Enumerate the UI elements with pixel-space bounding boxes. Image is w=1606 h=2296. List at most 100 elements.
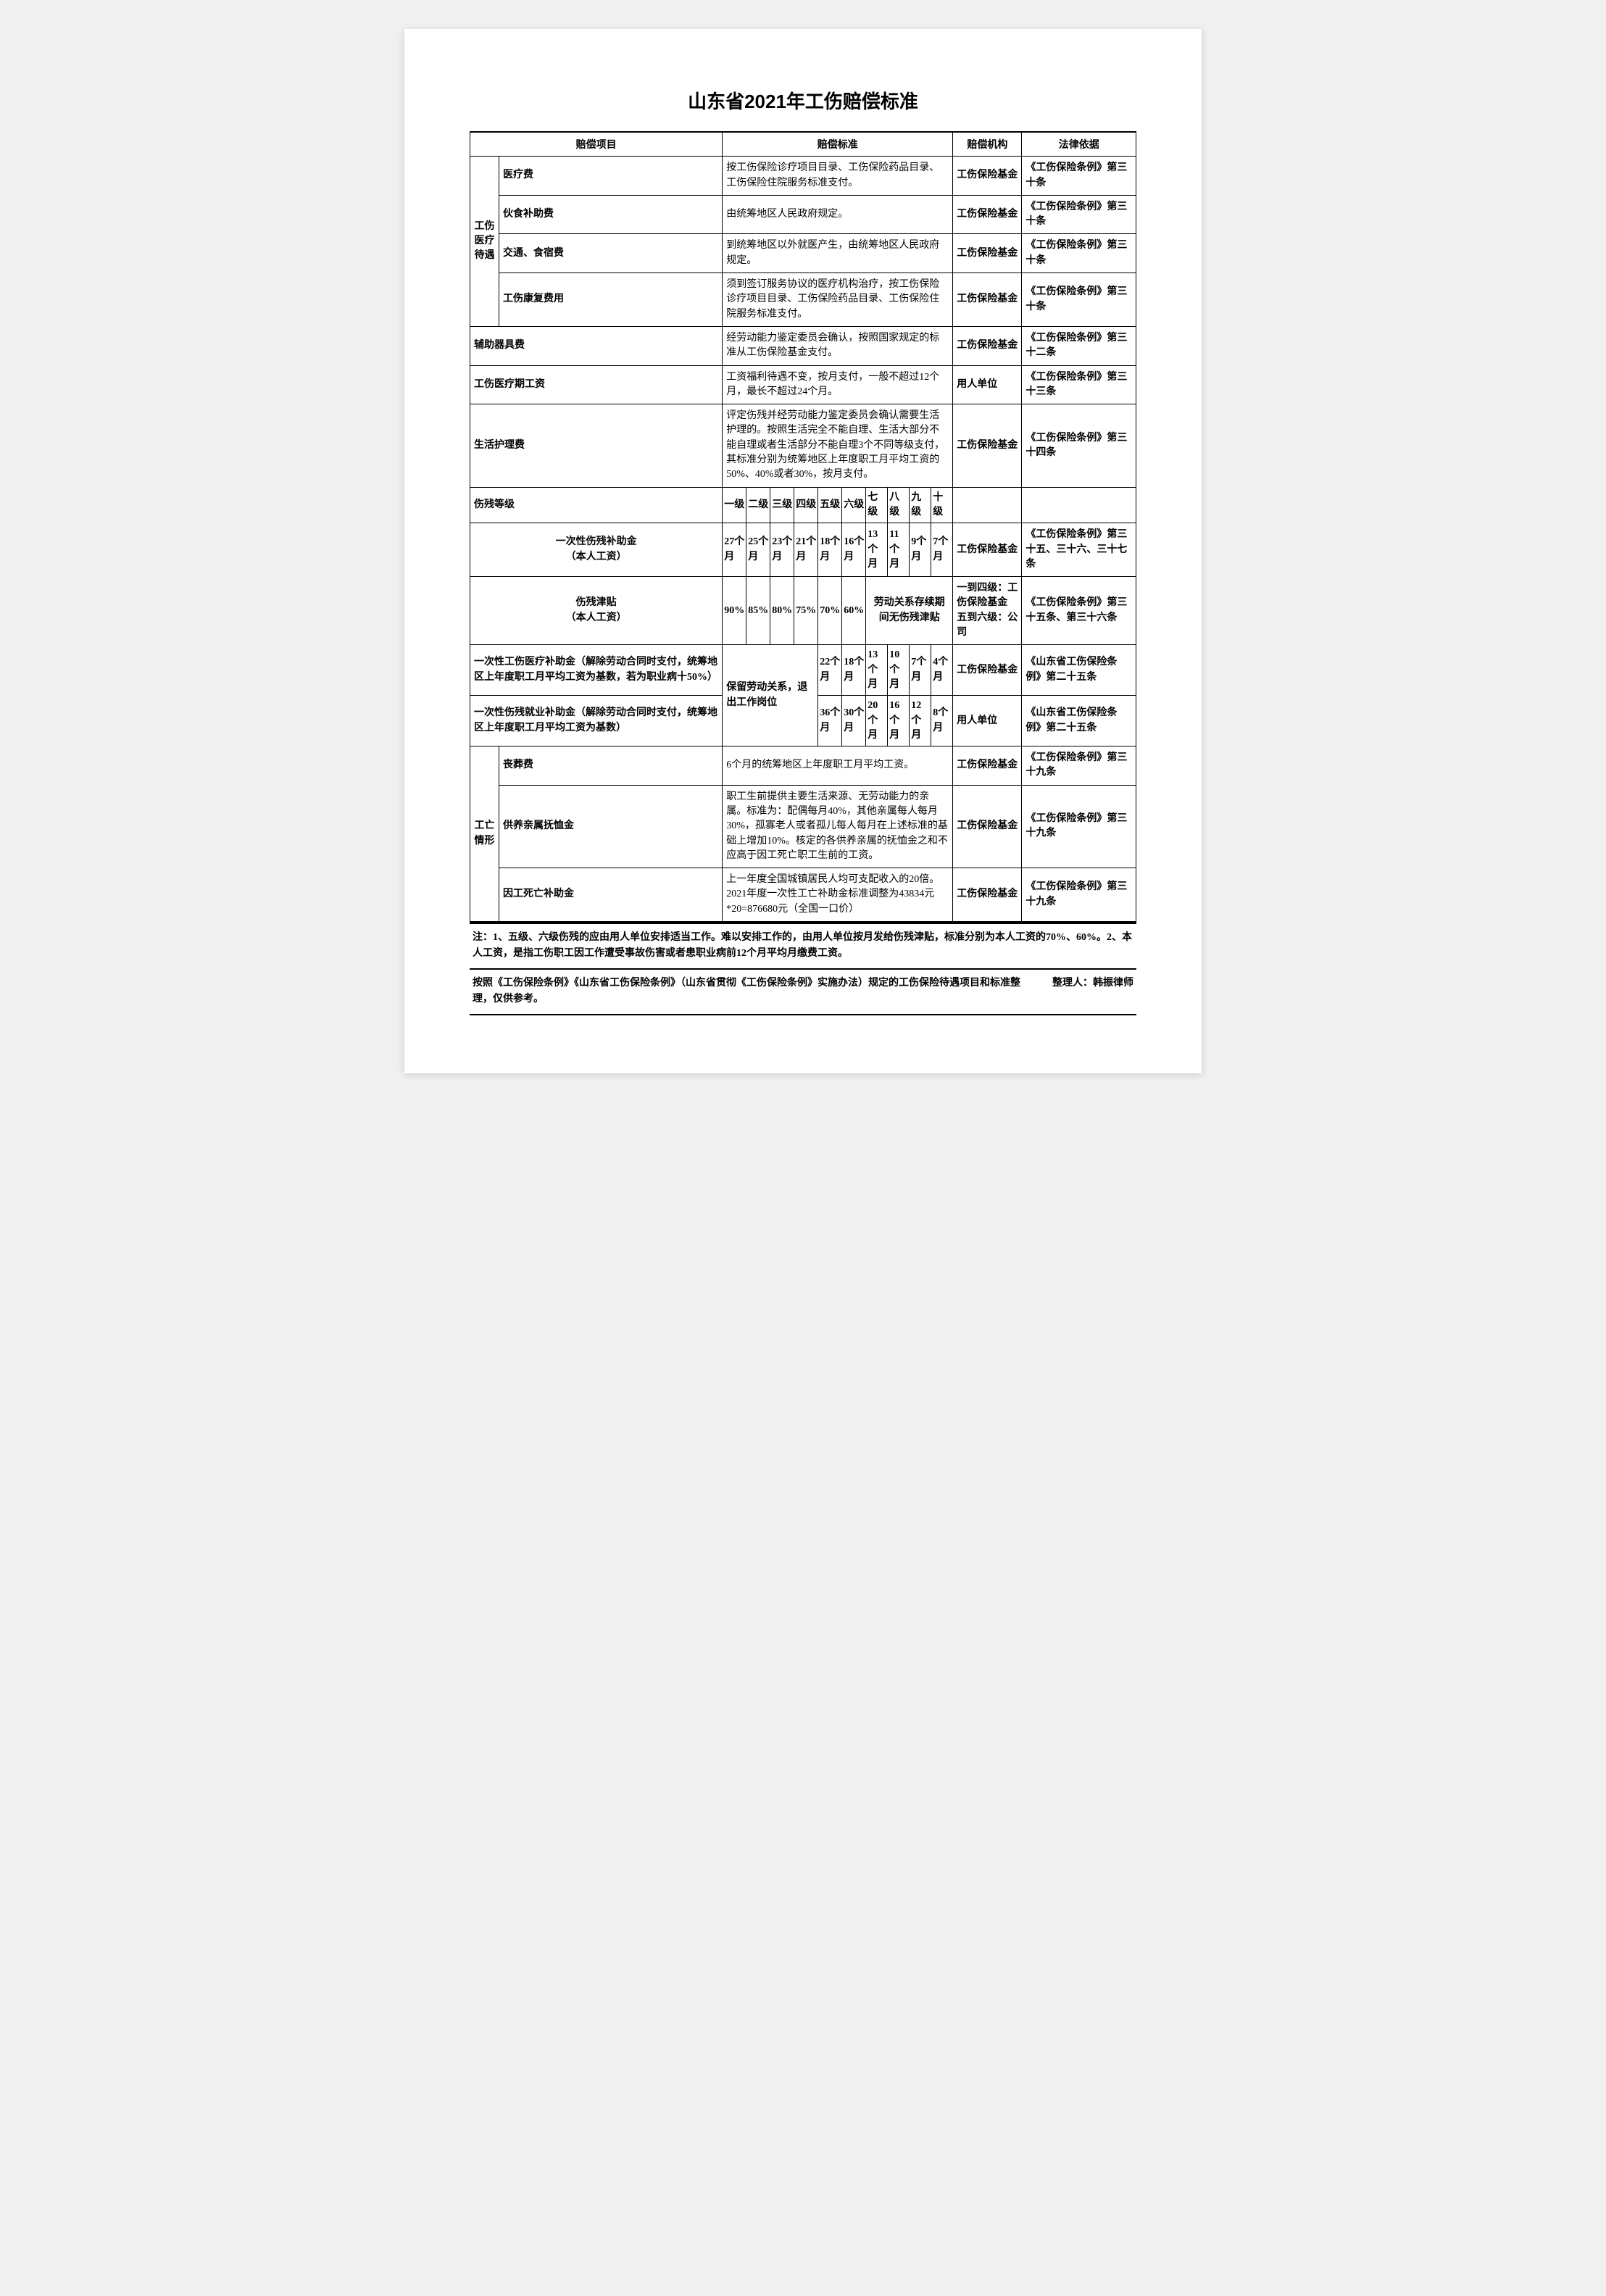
row-label: 一次性伤残就业补助金（解除劳动合同时支付，统筹地区上年度职工月平均工资为基数） (470, 696, 723, 746)
value-cell: 30个月 (842, 696, 866, 746)
footer-left: 按照《工伤保险条例》《山东省工伤保险条例》（山东省贯彻《工伤保险条例》实施办法）… (473, 976, 1023, 1008)
grade-cell: 五级 (818, 487, 842, 523)
row-basis: 《工伤保险条例》第三十九条 (1022, 746, 1136, 786)
row-standard: 须到签订服务协议的医疗机构治疗，按工伤保险诊疗项目目录、工伤保险药品目录、工伤保… (723, 273, 953, 327)
row-standard: 6个月的统筹地区上年度职工月平均工资。 (723, 746, 953, 786)
grade-cell: 八级 (888, 487, 910, 523)
row-label: 供养亲属抚恤金 (499, 785, 723, 868)
row-basis: 《工伤保险条例》第三十条 (1022, 273, 1136, 327)
value-cell: 8个月 (931, 696, 953, 746)
row-basis: 《工伤保险条例》第三十九条 (1022, 785, 1136, 868)
table-row: 一次性伤残补助金 （本人工资） 27个月 25个月 23个月 21个月 18个月… (470, 523, 1136, 577)
value-cell: 9个月 (910, 523, 931, 577)
value-cell: 60% (842, 577, 866, 645)
value-cell: 85% (746, 577, 770, 645)
row-label: 辅助器具费 (470, 326, 723, 365)
row-standard: 上一年度全国城镇居民人均可支配收入的20倍。2021年度一次性工亡补助金标准调整… (723, 868, 953, 922)
note-text: 注：1、五级、六级伤残的应由用人单位安排适当工作。难以安排工作的，由用人单位按月… (470, 923, 1136, 970)
row-label: 伙食补助费 (499, 195, 723, 234)
merged-cell: 劳动关系存续期间无伤残津贴 (866, 577, 953, 645)
value-cell: 16个月 (888, 696, 910, 746)
footer: 按照《工伤保险条例》《山东省工伤保险条例》（山东省贯彻《工伤保险条例》实施办法）… (470, 970, 1136, 1015)
value-cell: 10个月 (888, 645, 910, 696)
header-agency: 赔偿机构 (953, 132, 1022, 157)
grade-cell: 六级 (842, 487, 866, 523)
table-row: 工亡情形 丧葬费 6个月的统筹地区上年度职工月平均工资。 工伤保险基金 《工伤保… (470, 746, 1136, 786)
grade-cell: 十级 (931, 487, 953, 523)
row-label: 一次性伤残补助金 （本人工资） (470, 523, 723, 577)
row-label: 生活护理费 (470, 404, 723, 487)
table-row: 交通、食宿费 到统筹地区以外就医产生，由统筹地区人民政府规定。 工伤保险基金 《… (470, 234, 1136, 273)
table-row: 伙食补助费 由统筹地区人民政府规定。 工伤保险基金 《工伤保险条例》第三十条 (470, 195, 1136, 234)
row-agency: 工伤保险基金 (953, 868, 1022, 922)
row-agency: 一到四级：工伤保险基金 五到六级：公司 (953, 577, 1022, 645)
row-agency: 用人单位 (953, 365, 1022, 404)
value-cell: 20个月 (866, 696, 888, 746)
value-cell: 11个月 (888, 523, 910, 577)
row-label: 伤残津贴 （本人工资） (470, 577, 723, 645)
row-basis: 《工伤保险条例》第三十条 (1022, 234, 1136, 273)
row-label: 医疗费 (499, 157, 723, 196)
row-agency: 工伤保险基金 (953, 234, 1022, 273)
row-standard: 由统筹地区人民政府规定。 (723, 195, 953, 234)
table-row: 辅助器具费 经劳动能力鉴定委员会确认，按照国家规定的标准从工伤保险基金支付。 工… (470, 326, 1136, 365)
row-agency: 工伤保险基金 (953, 645, 1022, 696)
row-standard: 到统筹地区以外就医产生，由统筹地区人民政府规定。 (723, 234, 953, 273)
page-title: 山东省2021年工伤赔偿标准 (470, 87, 1136, 114)
value-cell: 36个月 (818, 696, 842, 746)
header-row: 赔偿项目 赔偿标准 赔偿机构 法律依据 (470, 132, 1136, 157)
row-label: 伤残等级 (470, 487, 723, 523)
value-cell: 12个月 (910, 696, 931, 746)
row-basis: 《工伤保险条例》第三十二条 (1022, 326, 1136, 365)
row-label: 工伤康复费用 (499, 273, 723, 327)
grade-cell: 一级 (723, 487, 746, 523)
table-row: 工伤医疗待遇 医疗费 按工伤保险诊疗项目目录、工伤保险药品目录、工伤保险住院服务… (470, 157, 1136, 196)
row-basis: 《工伤保险条例》第三十三条 (1022, 365, 1136, 404)
table-row: 一次性工伤医疗补助金（解除劳动合同时支付，统筹地区上年度职工月平均工资为基数，若… (470, 645, 1136, 696)
row-agency: 工伤保险基金 (953, 746, 1022, 786)
empty-cell (953, 487, 1022, 523)
row-agency: 工伤保险基金 (953, 195, 1022, 234)
value-cell: 13个月 (866, 645, 888, 696)
table-row: 工伤康复费用 须到签订服务协议的医疗机构治疗，按工伤保险诊疗项目目录、工伤保险药… (470, 273, 1136, 327)
row-basis: 《工伤保险条例》第三十条 (1022, 195, 1136, 234)
grade-cell: 三级 (770, 487, 794, 523)
table-row: 伤残津贴 （本人工资） 90% 85% 80% 75% 70% 60% 劳动关系… (470, 577, 1136, 645)
row-basis: 《山东省工伤保险条例》第二十五条 (1022, 645, 1136, 696)
table-row: 因工死亡补助金 上一年度全国城镇居民人均可支配收入的20倍。2021年度一次性工… (470, 868, 1136, 922)
header-basis: 法律依据 (1022, 132, 1136, 157)
table-row: 生活护理费 评定伤残并经劳动能力鉴定委员会确认需要生活护理的。按照生活完全不能自… (470, 404, 1136, 487)
row-label: 一次性工伤医疗补助金（解除劳动合同时支付，统筹地区上年度职工月平均工资为基数，若… (470, 645, 723, 696)
value-cell: 75% (794, 577, 818, 645)
row-basis: 《工伤保险条例》第三十四条 (1022, 404, 1136, 487)
value-cell: 13个月 (866, 523, 888, 577)
document-page: 山东省2021年工伤赔偿标准 赔偿项目 赔偿标准 赔偿机构 法律依据 工伤医疗待… (404, 29, 1202, 1073)
value-cell: 7个月 (931, 523, 953, 577)
grade-cell: 二级 (746, 487, 770, 523)
grade-cell: 四级 (794, 487, 818, 523)
row-agency: 工伤保险基金 (953, 157, 1022, 196)
row-basis: 《工伤保险条例》第三十九条 (1022, 868, 1136, 922)
value-cell: 21个月 (794, 523, 818, 577)
row-label: 工伤医疗期工资 (470, 365, 723, 404)
value-cell: 18个月 (842, 645, 866, 696)
grade-cell: 七级 (866, 487, 888, 523)
death-group-label: 工亡情形 (470, 746, 499, 922)
value-cell: 90% (723, 577, 746, 645)
value-cell: 22个月 (818, 645, 842, 696)
row-standard: 评定伤残并经劳动能力鉴定委员会确认需要生活护理的。按照生活完全不能自理、生活大部… (723, 404, 953, 487)
value-cell: 25个月 (746, 523, 770, 577)
value-cell: 4个月 (931, 645, 953, 696)
row-standard: 职工生前提供主要生活来源、无劳动能力的亲属。标准为：配偶每月40%，其他亲属每人… (723, 785, 953, 868)
row-label: 因工死亡补助金 (499, 868, 723, 922)
row-agency: 用人单位 (953, 696, 1022, 746)
compensation-table: 赔偿项目 赔偿标准 赔偿机构 法律依据 工伤医疗待遇 医疗费 按工伤保险诊疗项目… (470, 131, 1136, 923)
row-agency: 工伤保险基金 (953, 785, 1022, 868)
row-agency: 工伤保险基金 (953, 523, 1022, 577)
value-cell: 23个月 (770, 523, 794, 577)
value-cell: 18个月 (818, 523, 842, 577)
row-basis: 《工伤保险条例》第三十五、三十六、三十七条 (1022, 523, 1136, 577)
row-basis: 《工伤保险条例》第三十条 (1022, 157, 1136, 196)
header-item: 赔偿项目 (470, 132, 723, 157)
row-standard: 按工伤保险诊疗项目目录、工伤保险药品目录、工伤保险住院服务标准支付。 (723, 157, 953, 196)
